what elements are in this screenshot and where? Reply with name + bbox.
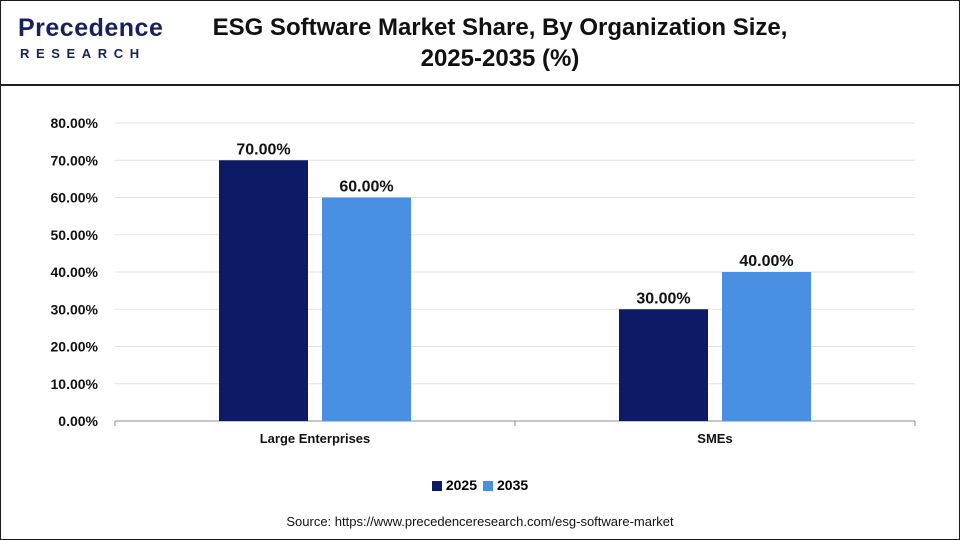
legend-label: 2035 [497, 477, 529, 493]
brand-logo: Precedence RESEARCH [18, 14, 168, 64]
bar-2035-large-enterprises [322, 197, 411, 421]
legend-item-2035: 2035 [483, 477, 528, 493]
y-tick-label: 30.00% [51, 301, 99, 317]
data-label: 40.00% [739, 253, 793, 270]
bar-chart: 0.00% 10.00% 20.00% 30.00% 40.00% 50.00% 60.00… [51, 115, 916, 446]
legend-swatch [431, 481, 442, 491]
y-tick-label: 80.00% [51, 115, 99, 131]
logo-wordmark: Precedence [18, 14, 164, 42]
x-category-label: Large Enterprises [260, 431, 371, 446]
bar-2035-smes [722, 272, 811, 421]
y-tick-label: 50.00% [51, 227, 99, 243]
legend-item-2025: 2025 [431, 477, 477, 493]
y-tick-label: 60.00% [51, 190, 99, 206]
y-tick-label: 0.00% [58, 413, 98, 429]
x-category-label: SMEs [697, 431, 732, 446]
legend: 2025 2035 [0, 477, 960, 493]
bar-2025-large-enterprises [219, 160, 308, 421]
y-tick-label: 10.00% [51, 376, 99, 392]
source-note: Source: https://www.precedenceresearch.c… [286, 514, 674, 529]
chart-title: ESG Software Market Share, By Organizati… [212, 14, 788, 72]
data-label: 30.00% [636, 290, 690, 307]
y-tick-label: 40.00% [51, 264, 99, 280]
header: Precedence RESEARCH ESG Software Market … [0, 0, 960, 86]
legend-swatch [483, 481, 493, 491]
data-label: 60.00% [339, 179, 393, 196]
y-tick-label: 70.00% [51, 152, 99, 168]
bar-2025-smes [619, 309, 708, 421]
data-label: 70.00% [236, 141, 290, 158]
logo-subtitle: RESEARCH [20, 46, 146, 61]
y-tick-label: 20.00% [51, 339, 99, 355]
legend-label: 2025 [445, 477, 477, 493]
